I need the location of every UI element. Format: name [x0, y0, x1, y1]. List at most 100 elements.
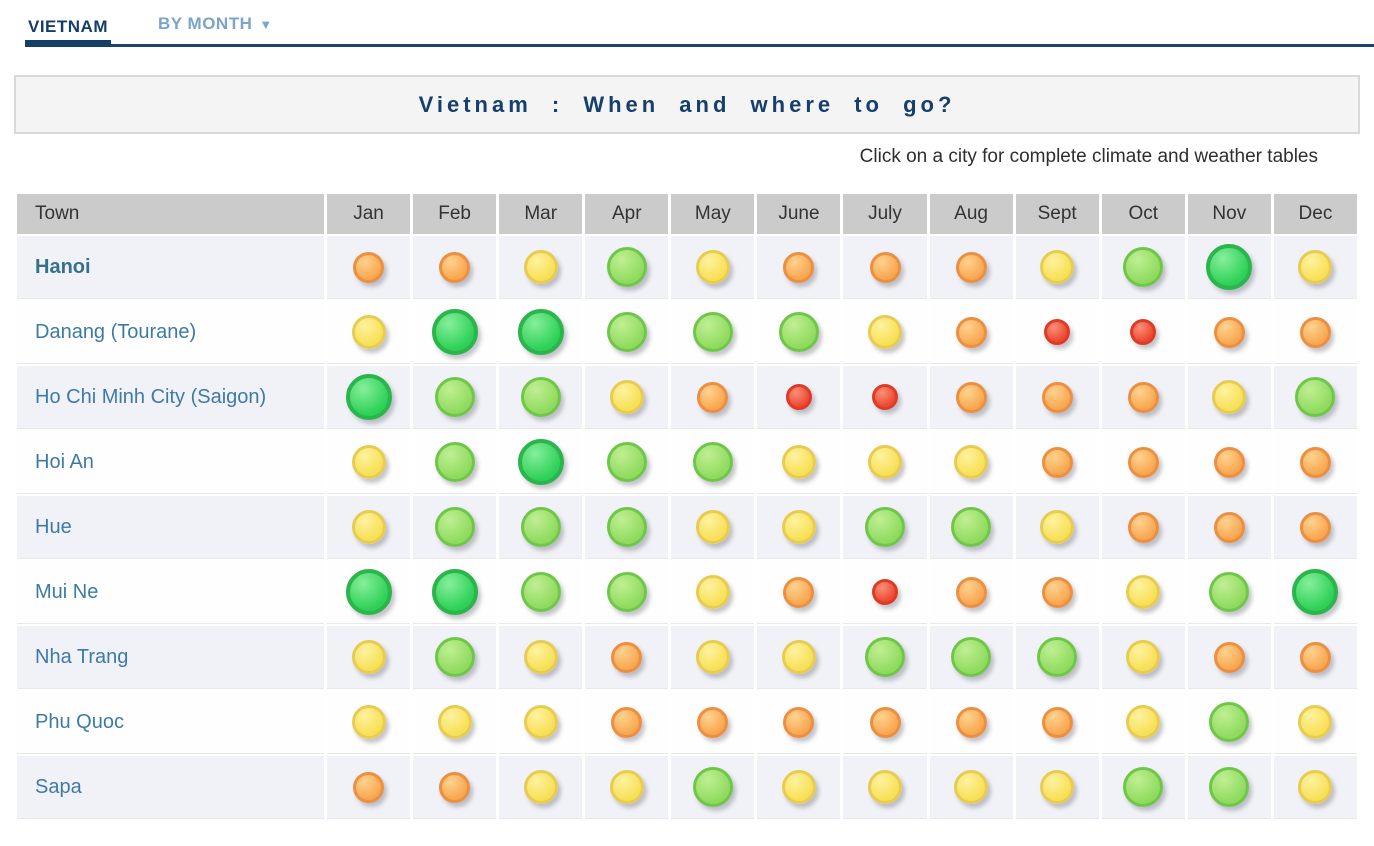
rating-dot-light-green [521, 572, 561, 612]
town-cell: Danang (Tourane) [17, 301, 324, 364]
rating-cell [413, 301, 496, 364]
rating-dot-orange [1300, 512, 1331, 543]
town-link[interactable]: Sapa [35, 776, 82, 798]
rating-cell [327, 691, 410, 754]
town-link[interactable]: Hoi An [35, 451, 94, 473]
rating-cell [1188, 301, 1271, 364]
rating-dot-yellow [524, 705, 558, 739]
town-link[interactable]: Danang (Tourane) [35, 321, 196, 343]
rating-cell [671, 431, 754, 494]
column-header-month: Oct [1102, 194, 1185, 234]
rating-dot-orange [1042, 382, 1073, 413]
rating-dot-yellow [782, 510, 816, 544]
rating-cell [757, 561, 840, 624]
town-link[interactable]: Phu Quoc [35, 711, 124, 733]
rating-cell [327, 431, 410, 494]
tab-vietnam[interactable]: VIETNAM [25, 13, 111, 47]
rating-cell [930, 431, 1013, 494]
rating-dot-orange [1214, 447, 1245, 478]
rating-dot-yellow [1040, 770, 1074, 804]
rating-cell [585, 431, 668, 494]
rating-dot-light-green [435, 637, 475, 677]
rating-cell [930, 626, 1013, 689]
rating-dot-light-green [779, 312, 819, 352]
rating-cell [843, 756, 926, 819]
rating-dot-yellow [868, 770, 902, 804]
town-cell: Phu Quoc [17, 691, 324, 754]
rating-dot-light-green [693, 442, 733, 482]
rating-cell [327, 301, 410, 364]
rating-dot-yellow [696, 575, 730, 609]
rating-dot-green [432, 309, 478, 355]
rating-dot-orange [1042, 447, 1073, 478]
rating-dot-light-green [435, 377, 475, 417]
rating-dot-yellow [524, 250, 558, 284]
town-cell: Ho Chi Minh City (Saigon) [17, 366, 324, 429]
column-header-month: Apr [585, 194, 668, 234]
rating-dot-yellow [1126, 575, 1160, 609]
rating-dot-light-green [865, 507, 905, 547]
town-link[interactable]: Hue [35, 516, 72, 538]
rating-cell [757, 496, 840, 559]
town-link[interactable]: Nha Trang [35, 646, 128, 668]
rating-dot-green [518, 439, 564, 485]
rating-cell [1188, 366, 1271, 429]
rating-dot-yellow [610, 770, 644, 804]
rating-cell [930, 496, 1013, 559]
rating-dot-light-green [435, 507, 475, 547]
header-row: Town JanFebMarAprMayJuneJulyAugSeptOctNo… [17, 194, 1357, 234]
tab-by-month[interactable]: BY MONTH▼ [155, 10, 276, 44]
town-link[interactable]: Mui Ne [35, 581, 98, 603]
rating-dot-orange [956, 317, 987, 348]
rating-dot-orange [439, 252, 470, 283]
rating-cell [1274, 756, 1357, 819]
town-link[interactable]: Hanoi [35, 256, 91, 278]
rating-cell [757, 236, 840, 299]
page-title-box: Vietnam : When and where to go? [14, 75, 1360, 134]
rating-cell [327, 496, 410, 559]
rating-dot-red [786, 384, 812, 410]
rating-cell [1188, 496, 1271, 559]
rating-dot-yellow [1040, 250, 1074, 284]
rating-dot-orange [1042, 707, 1073, 738]
rating-dot-yellow [954, 445, 988, 479]
rating-cell [1102, 366, 1185, 429]
rating-dot-orange [1214, 642, 1245, 673]
rating-cell [1188, 626, 1271, 689]
rating-dot-light-green [1209, 572, 1249, 612]
table-row: Phu Quoc [17, 691, 1357, 754]
rating-dot-orange [956, 577, 987, 608]
town-cell: Sapa [17, 756, 324, 819]
rating-cell [1274, 691, 1357, 754]
rating-dot-light-green [607, 442, 647, 482]
page: VIETNAM BY MONTH▼ Vietnam : When and whe… [0, 10, 1374, 821]
rating-cell [327, 366, 410, 429]
town-cell: Hue [17, 496, 324, 559]
rating-dot-yellow [352, 315, 386, 349]
rating-dot-orange [956, 382, 987, 413]
page-title: Vietnam : When and where to go? [16, 92, 1358, 118]
rating-cell [757, 301, 840, 364]
rating-dot-yellow [1126, 640, 1160, 674]
rating-dot-orange [1300, 317, 1331, 348]
town-cell: Hanoi [17, 236, 324, 299]
rating-cell [413, 366, 496, 429]
rating-cell [843, 626, 926, 689]
rating-dot-orange [1042, 577, 1073, 608]
rating-dot-yellow [1298, 705, 1332, 739]
rating-cell [1102, 431, 1185, 494]
rating-cell [585, 756, 668, 819]
town-link[interactable]: Ho Chi Minh City (Saigon) [35, 386, 266, 408]
rating-dot-orange [1128, 447, 1159, 478]
column-header-month: May [671, 194, 754, 234]
table-row: Danang (Tourane) [17, 301, 1357, 364]
rating-cell [1016, 366, 1099, 429]
rating-dot-yellow [954, 770, 988, 804]
rating-cell [585, 561, 668, 624]
rating-cell [327, 236, 410, 299]
rating-cell [413, 626, 496, 689]
rating-dot-red [1044, 319, 1070, 345]
tab-by-month-label: BY MONTH [158, 14, 252, 33]
rating-dot-yellow [696, 510, 730, 544]
rating-cell [843, 366, 926, 429]
